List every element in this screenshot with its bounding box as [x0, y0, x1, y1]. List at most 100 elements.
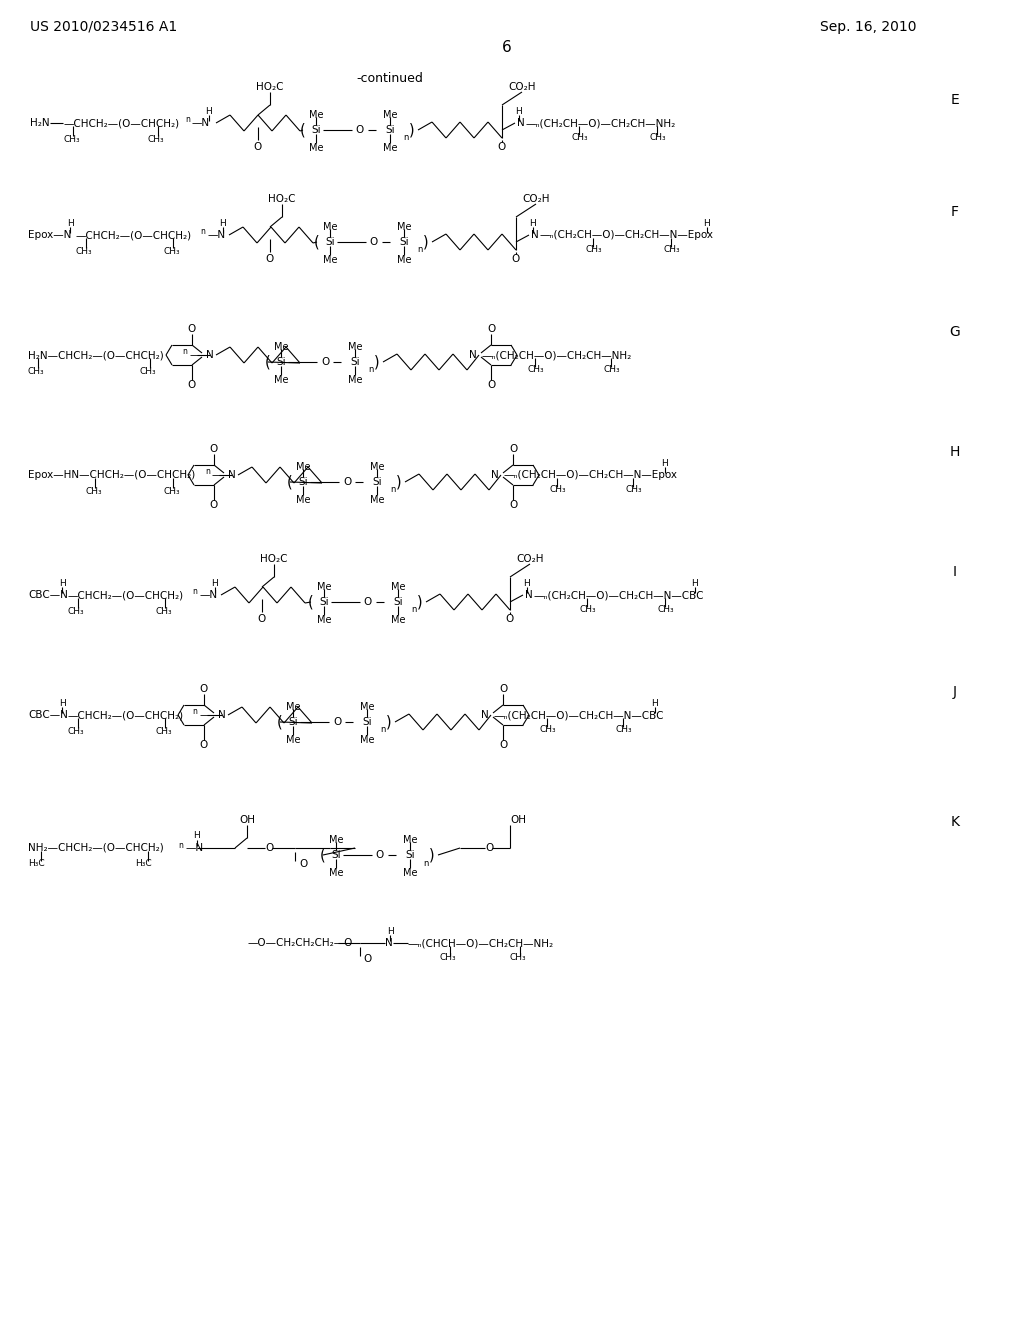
Text: —ₙ(CH₂CH—O)—CH₂CH—NH₂: —ₙ(CH₂CH—O)—CH₂CH—NH₂ [481, 350, 631, 360]
Text: O: O [266, 253, 274, 264]
Text: O: O [254, 143, 262, 152]
Text: —CHCH₂—(O—CHCH₂): —CHCH₂—(O—CHCH₂) [63, 117, 179, 128]
Text: Me: Me [329, 836, 343, 845]
Text: —: — [189, 350, 200, 360]
Text: —CHCH₂—(O—CHCH₂): —CHCH₂—(O—CHCH₂) [76, 230, 193, 240]
Text: —ₙ(CH₂CH—O)—CH₂CH—N—CBC: —ₙ(CH₂CH—O)—CH₂CH—N—CBC [534, 590, 703, 601]
Text: I: I [953, 565, 957, 579]
Text: Epox—HN—CHCH₂—(O—CHCH₂): Epox—HN—CHCH₂—(O—CHCH₂) [28, 470, 196, 480]
Text: O: O [321, 356, 329, 367]
Text: US 2010/0234516 A1: US 2010/0234516 A1 [30, 20, 177, 34]
Text: E: E [950, 92, 959, 107]
Text: n: n [390, 486, 395, 495]
Text: Me: Me [402, 836, 417, 845]
Text: G: G [949, 325, 961, 339]
Text: 6: 6 [502, 41, 512, 55]
Text: O: O [258, 614, 266, 624]
Text: CH₃: CH₃ [540, 726, 557, 734]
Text: —N: —N [207, 230, 225, 240]
Text: H: H [529, 219, 537, 227]
Text: Si: Si [372, 477, 382, 487]
Text: N: N [492, 470, 499, 480]
Text: CH₃: CH₃ [603, 366, 620, 375]
Text: ): ) [396, 474, 401, 490]
Text: O: O [343, 477, 351, 487]
Text: CO₂H: CO₂H [516, 554, 544, 564]
Text: O: O [498, 143, 506, 152]
Text: n: n [193, 587, 197, 597]
Text: Si: Si [319, 597, 329, 607]
Text: H: H [662, 458, 669, 467]
Text: Me: Me [309, 143, 324, 153]
Text: Si: Si [276, 356, 286, 367]
Text: F: F [951, 205, 959, 219]
Text: O: O [486, 380, 496, 389]
Text: O: O [486, 323, 496, 334]
Text: CH₃: CH₃ [625, 486, 642, 495]
Text: N: N [228, 470, 236, 480]
Text: CH₃: CH₃ [572, 133, 589, 143]
Text: n: n [205, 467, 210, 477]
Text: Si: Si [406, 850, 415, 861]
Text: O: O [509, 444, 517, 454]
Text: N: N [218, 710, 226, 719]
Text: OH: OH [510, 814, 526, 825]
Text: CH₃: CH₃ [550, 486, 566, 495]
Text: O: O [200, 684, 208, 694]
Text: Si: Si [311, 125, 321, 135]
Text: CH₃: CH₃ [657, 606, 674, 615]
Text: Me: Me [273, 342, 288, 352]
Text: O: O [499, 684, 507, 694]
Text: (: ( [308, 594, 314, 610]
Text: Me: Me [323, 255, 337, 265]
Text: (: ( [287, 474, 293, 490]
Text: —ₙ(CH₂CH—O)—CH₂CH—NH₂: —ₙ(CH₂CH—O)—CH₂CH—NH₂ [525, 117, 675, 128]
Text: —N: —N [193, 117, 210, 128]
Text: —ₙ(CHCH—O)—CH₂CH—NH₂: —ₙ(CHCH—O)—CH₂CH—NH₂ [408, 939, 554, 948]
Text: O: O [210, 500, 218, 510]
Text: —CHCH₂—(O—CHCH₂): —CHCH₂—(O—CHCH₂) [68, 710, 184, 719]
Text: CH₃: CH₃ [148, 135, 165, 144]
Text: Me: Me [286, 702, 300, 711]
Text: Me: Me [296, 462, 310, 473]
Text: CH₃: CH₃ [140, 367, 157, 375]
Text: O: O [370, 238, 378, 247]
Text: CH₃: CH₃ [528, 366, 545, 375]
Text: Me: Me [286, 735, 300, 744]
Text: H: H [67, 219, 74, 227]
Text: CH₃: CH₃ [155, 726, 172, 735]
Text: H: H [58, 698, 66, 708]
Text: Si: Si [399, 238, 409, 247]
Text: CBC—N: CBC—N [28, 710, 68, 719]
Text: (: ( [278, 714, 283, 730]
Text: O: O [333, 717, 341, 727]
Text: n: n [182, 347, 186, 356]
Text: H: H [691, 578, 698, 587]
Text: H₂N—CHCH₂—(O—CHCH₂): H₂N—CHCH₂—(O—CHCH₂) [28, 350, 164, 360]
Text: Me: Me [359, 735, 374, 744]
Text: CO₂H: CO₂H [508, 82, 536, 92]
Text: n: n [412, 606, 417, 615]
Text: n: n [423, 858, 429, 867]
Text: (: ( [265, 355, 271, 370]
Text: ): ) [410, 123, 415, 137]
Text: CH₃: CH₃ [155, 606, 172, 615]
Text: Me: Me [316, 582, 331, 591]
Text: OH: OH [239, 814, 255, 825]
Text: Me: Me [273, 375, 288, 385]
Text: H₃C: H₃C [28, 859, 45, 869]
Text: Me: Me [348, 342, 362, 352]
Text: Me: Me [329, 869, 343, 878]
Text: H: H [516, 107, 522, 116]
Text: —O—CH₂CH₂CH₂—O: —O—CH₂CH₂CH₂—O [248, 939, 353, 948]
Text: H: H [387, 927, 393, 936]
Text: N: N [481, 710, 488, 719]
Text: H: H [219, 219, 226, 227]
Text: —ₙ(CH₂CH—O)—CH₂CH—N—Epox: —ₙ(CH₂CH—O)—CH₂CH—N—Epox [539, 230, 713, 240]
Text: O: O [362, 954, 371, 964]
Text: CH₃: CH₃ [586, 246, 603, 255]
Text: O: O [509, 500, 517, 510]
Text: N: N [517, 117, 524, 128]
Text: O: O [210, 444, 218, 454]
Text: N: N [469, 350, 477, 360]
